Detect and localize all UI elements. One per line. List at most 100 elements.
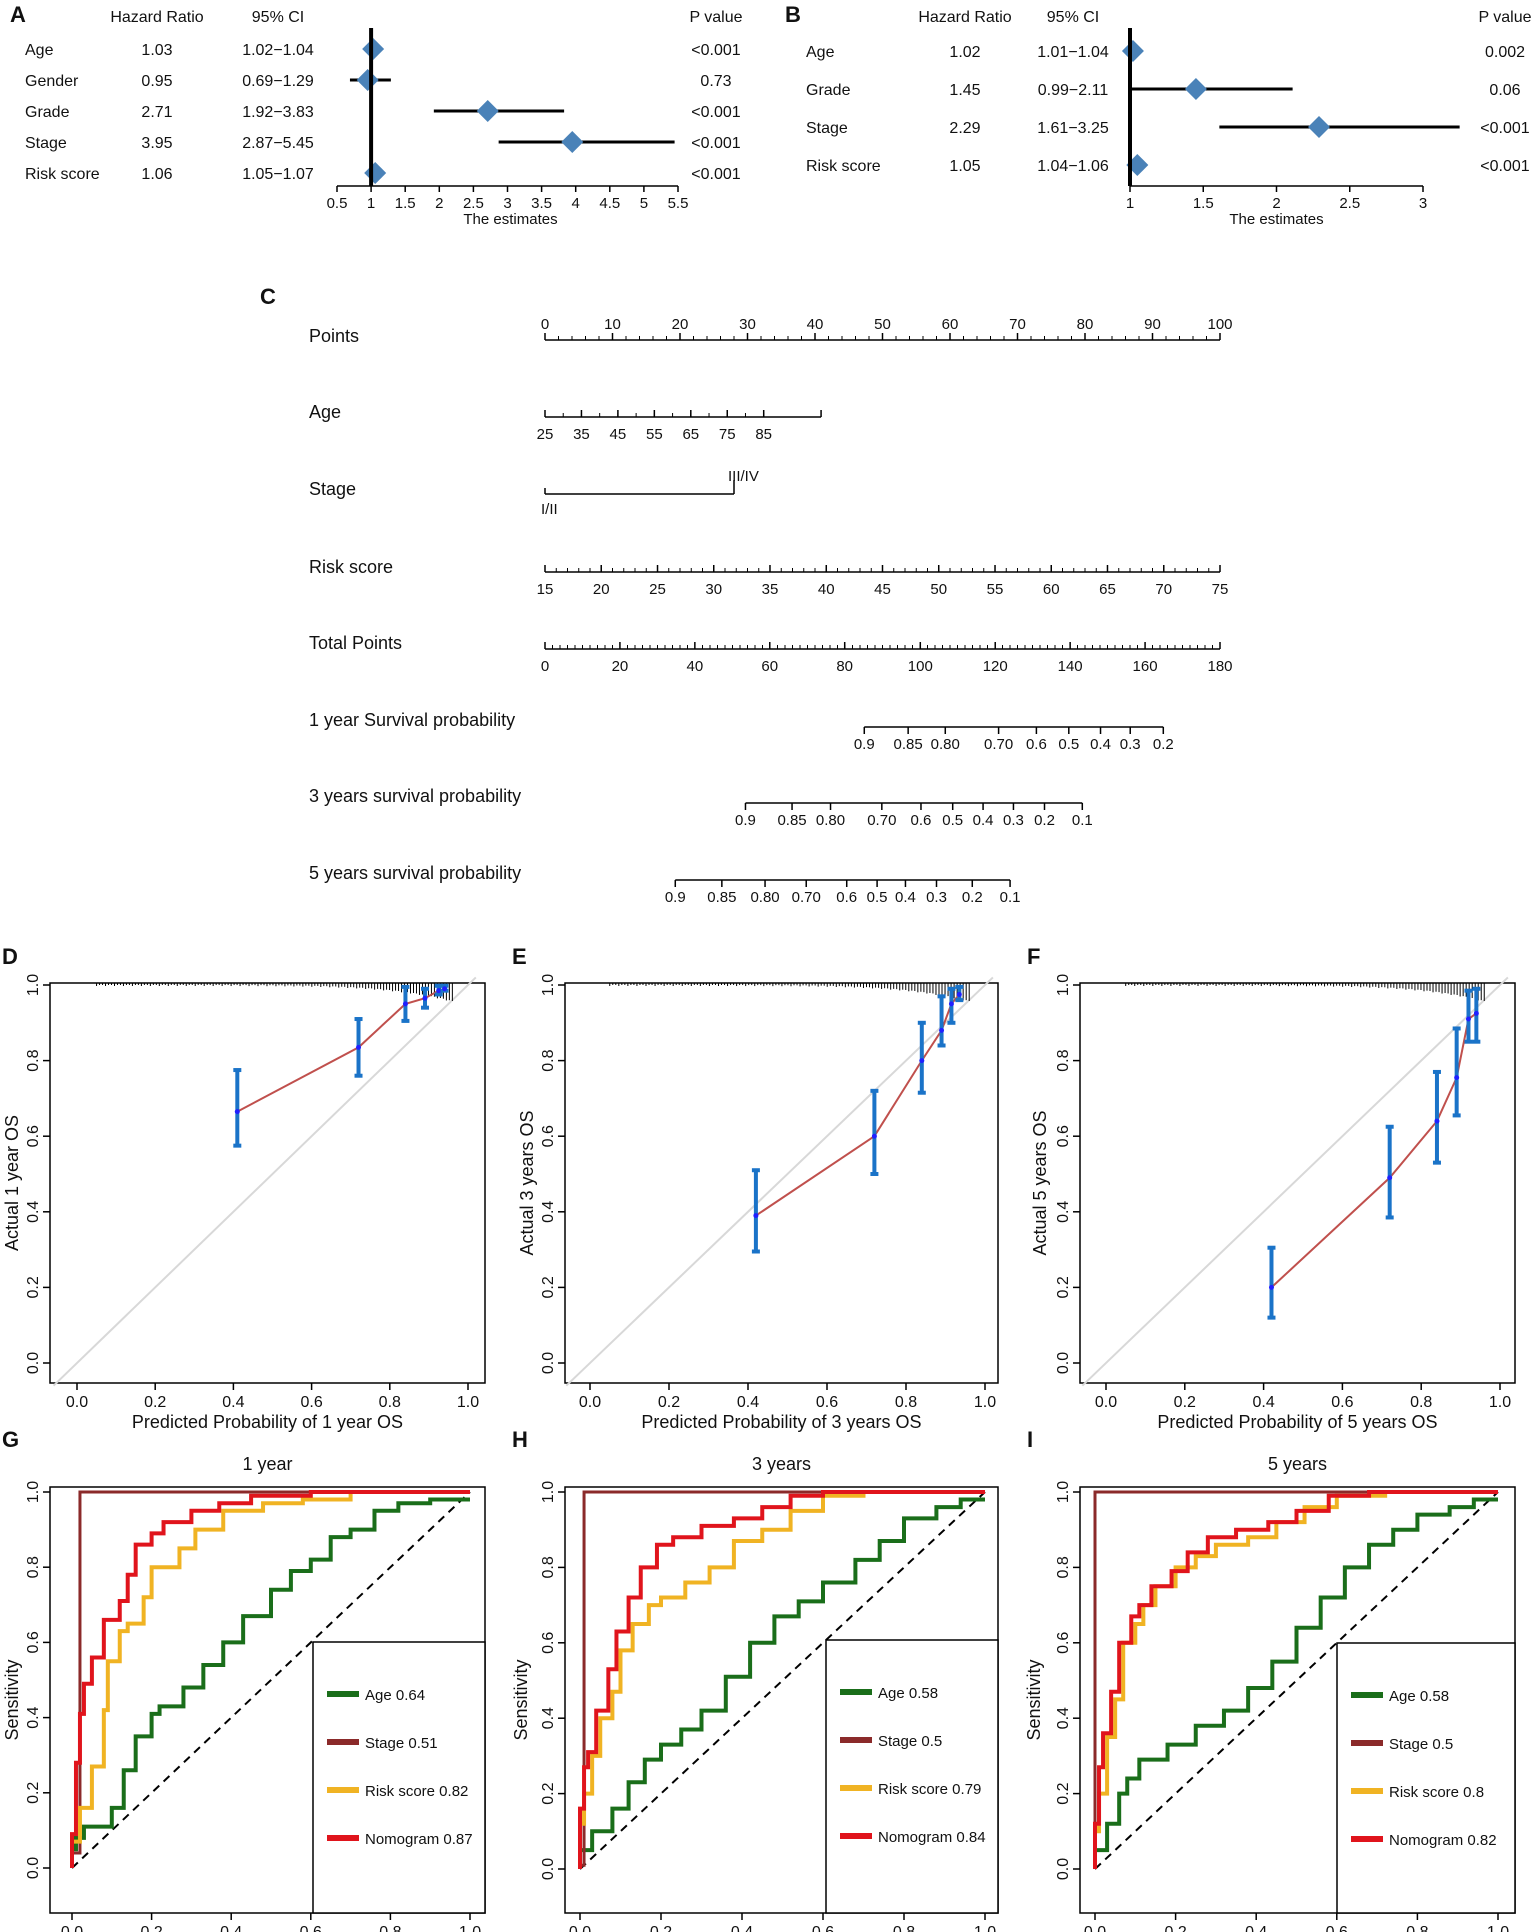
header-hazard-ratio: Hazard Ratio: [918, 9, 1011, 26]
nomogram-tick-label: 0.9: [735, 812, 756, 829]
row-ci: 0.69−1.29: [242, 73, 314, 90]
ideal-line: [52, 976, 477, 1387]
legend-label: Risk score 0.82: [365, 1783, 468, 1800]
nomogram-tick-label: 140: [1058, 658, 1083, 675]
panel-label: B: [785, 2, 801, 27]
roc-plot-G: 1 year 0.0 0.0 0.2 0.2 0.4 0.4 0.6 0.6 0.8 0.8 1.0 1…: [2, 1454, 486, 1932]
y-axis-label: Actual 5 years OS: [1030, 1110, 1050, 1255]
plot-title: 5 years: [1268, 1454, 1327, 1474]
nomogram-tick-label: 20: [612, 658, 629, 675]
legend-box: [1336, 1642, 1516, 1914]
panel-label: A: [10, 2, 26, 27]
legend-label: Age 0.58: [878, 1685, 938, 1702]
panel-label: G: [2, 1427, 19, 1452]
row-p-value: <0.001: [691, 166, 740, 183]
calibration-point: [919, 1058, 925, 1064]
calibration-point: [871, 1133, 877, 1139]
x-tick-label: 0.0: [569, 1924, 591, 1932]
panel-label: D: [2, 944, 18, 969]
roc-curve: [70, 1497, 470, 1868]
nomogram-tick-label: 0.85: [894, 736, 923, 753]
nomogram-tick-label: 0.5: [942, 812, 963, 829]
row-label: Age: [25, 42, 54, 59]
y-tick-label: 1.0: [540, 1481, 557, 1503]
header-p-value: P value: [1478, 9, 1531, 26]
row-hazard-ratio: 1.05: [949, 158, 980, 175]
y-tick-label: 0.2: [540, 1782, 557, 1804]
calibration-point: [1454, 1075, 1460, 1081]
y-tick-label: 0.4: [25, 1201, 42, 1223]
roc-curve: [578, 1490, 985, 1869]
x-tick-label: 0.2: [1164, 1924, 1186, 1932]
legend-label: Age 0.64: [365, 1687, 425, 1704]
row-hazard-ratio: 1.06: [141, 166, 172, 183]
y-tick-label: 0.2: [25, 1782, 42, 1804]
nomogram-tick-label: 75: [719, 426, 736, 443]
nomogram-tick-label: 0.9: [854, 736, 875, 753]
row-p-value: <0.001: [691, 135, 740, 152]
calibration-point: [402, 1001, 408, 1007]
nomogram-tick-label: 0.4: [973, 812, 994, 829]
nomogram-row-label: Total Points: [309, 633, 402, 653]
y-tick-label: 0.0: [540, 1858, 557, 1880]
calibration-curve: [1270, 1012, 1477, 1289]
row-label: Grade: [806, 82, 851, 99]
roc-curve: [1093, 1490, 1498, 1869]
header-hazard-ratio: Hazard Ratio: [110, 9, 203, 26]
calibration-curve: [236, 987, 445, 1113]
ideal-line: [1081, 976, 1509, 1387]
nomogram-tick-label: 15: [537, 581, 554, 598]
plot-title: 3 years: [752, 1454, 811, 1474]
y-axis-label: Sensitivity: [511, 1659, 531, 1740]
x-tick-label: 0.2: [144, 1394, 166, 1411]
x-tick-label: 0.4: [222, 1394, 244, 1411]
nomogram-tick-label: 0.2: [962, 889, 983, 906]
calibration-point: [356, 1044, 362, 1050]
x-tick-label: 1: [367, 195, 375, 212]
nomogram-tick-label: 0.80: [816, 812, 845, 829]
nomogram-tick-label: 100: [1207, 316, 1232, 333]
legend-label: Age 0.58: [1389, 1688, 1449, 1705]
nomogram-tick-label: 40: [687, 658, 704, 675]
nomogram-tick-label: 0.9: [665, 889, 686, 906]
nomogram-tick-label: 0.2: [1153, 736, 1174, 753]
y-tick-label: 0.2: [1055, 1782, 1072, 1804]
row-p-value: 0.002: [1485, 44, 1525, 61]
y-tick-label: 0.4: [25, 1706, 42, 1728]
estimate-diamond: [1307, 116, 1330, 138]
y-tick-label: 0.2: [1055, 1276, 1072, 1298]
nomogram-tick-label: 75: [1212, 581, 1229, 598]
nomogram-tick-label: 65: [1099, 581, 1116, 598]
y-tick-label: 0.0: [540, 1352, 557, 1374]
nomogram-tick-label: 25: [537, 426, 554, 443]
x-tick-label: 1.0: [974, 1924, 996, 1932]
nomogram-tick-label: 0.1: [1000, 889, 1021, 906]
header-p-value: P value: [689, 9, 742, 26]
y-tick-label: 1.0: [540, 974, 557, 996]
nomogram-tick-label: 0.80: [750, 889, 779, 906]
y-tick-label: 1.0: [1055, 1481, 1072, 1503]
row-ci: 1.02−1.04: [242, 42, 314, 59]
y-tick-label: 0.4: [540, 1707, 557, 1729]
nomogram-tick-label: 0.3: [1003, 812, 1024, 829]
panel-label: E: [512, 944, 527, 969]
x-tick-label: 3: [1419, 195, 1427, 212]
x-tick-label: 1.0: [974, 1394, 996, 1411]
nomogram-tick-label: 0.6: [836, 889, 857, 906]
calibration-point: [948, 1001, 954, 1007]
x-tick-label: 5.5: [668, 195, 689, 212]
ideal-line: [565, 976, 994, 1387]
nomogram-tick-label: 80: [836, 658, 853, 675]
calibration-point: [1473, 1010, 1479, 1016]
nomogram-tick-label: 20: [672, 316, 689, 333]
estimate-diamond: [356, 69, 379, 91]
x-tick-label: 1.0: [459, 1924, 481, 1932]
roc-plot-H: 3 years 0.0 0.0 0.2 0.2 0.4 0.4 0.6 0.6 0.8 0.8 1.0…: [511, 1454, 999, 1932]
forest-plot-B: Hazard Ratio 95% CI P value Age 1.02 1.01−1.0…: [806, 9, 1532, 228]
x-tick-label: 0.0: [1095, 1394, 1117, 1411]
y-tick-label: 0.8: [540, 1556, 557, 1578]
plot-frame: [49, 982, 486, 1384]
nomogram-tick-label: 30: [705, 581, 722, 598]
y-axis-label: Actual 1 year OS: [2, 1115, 22, 1251]
roc-curve: [70, 1490, 470, 1868]
